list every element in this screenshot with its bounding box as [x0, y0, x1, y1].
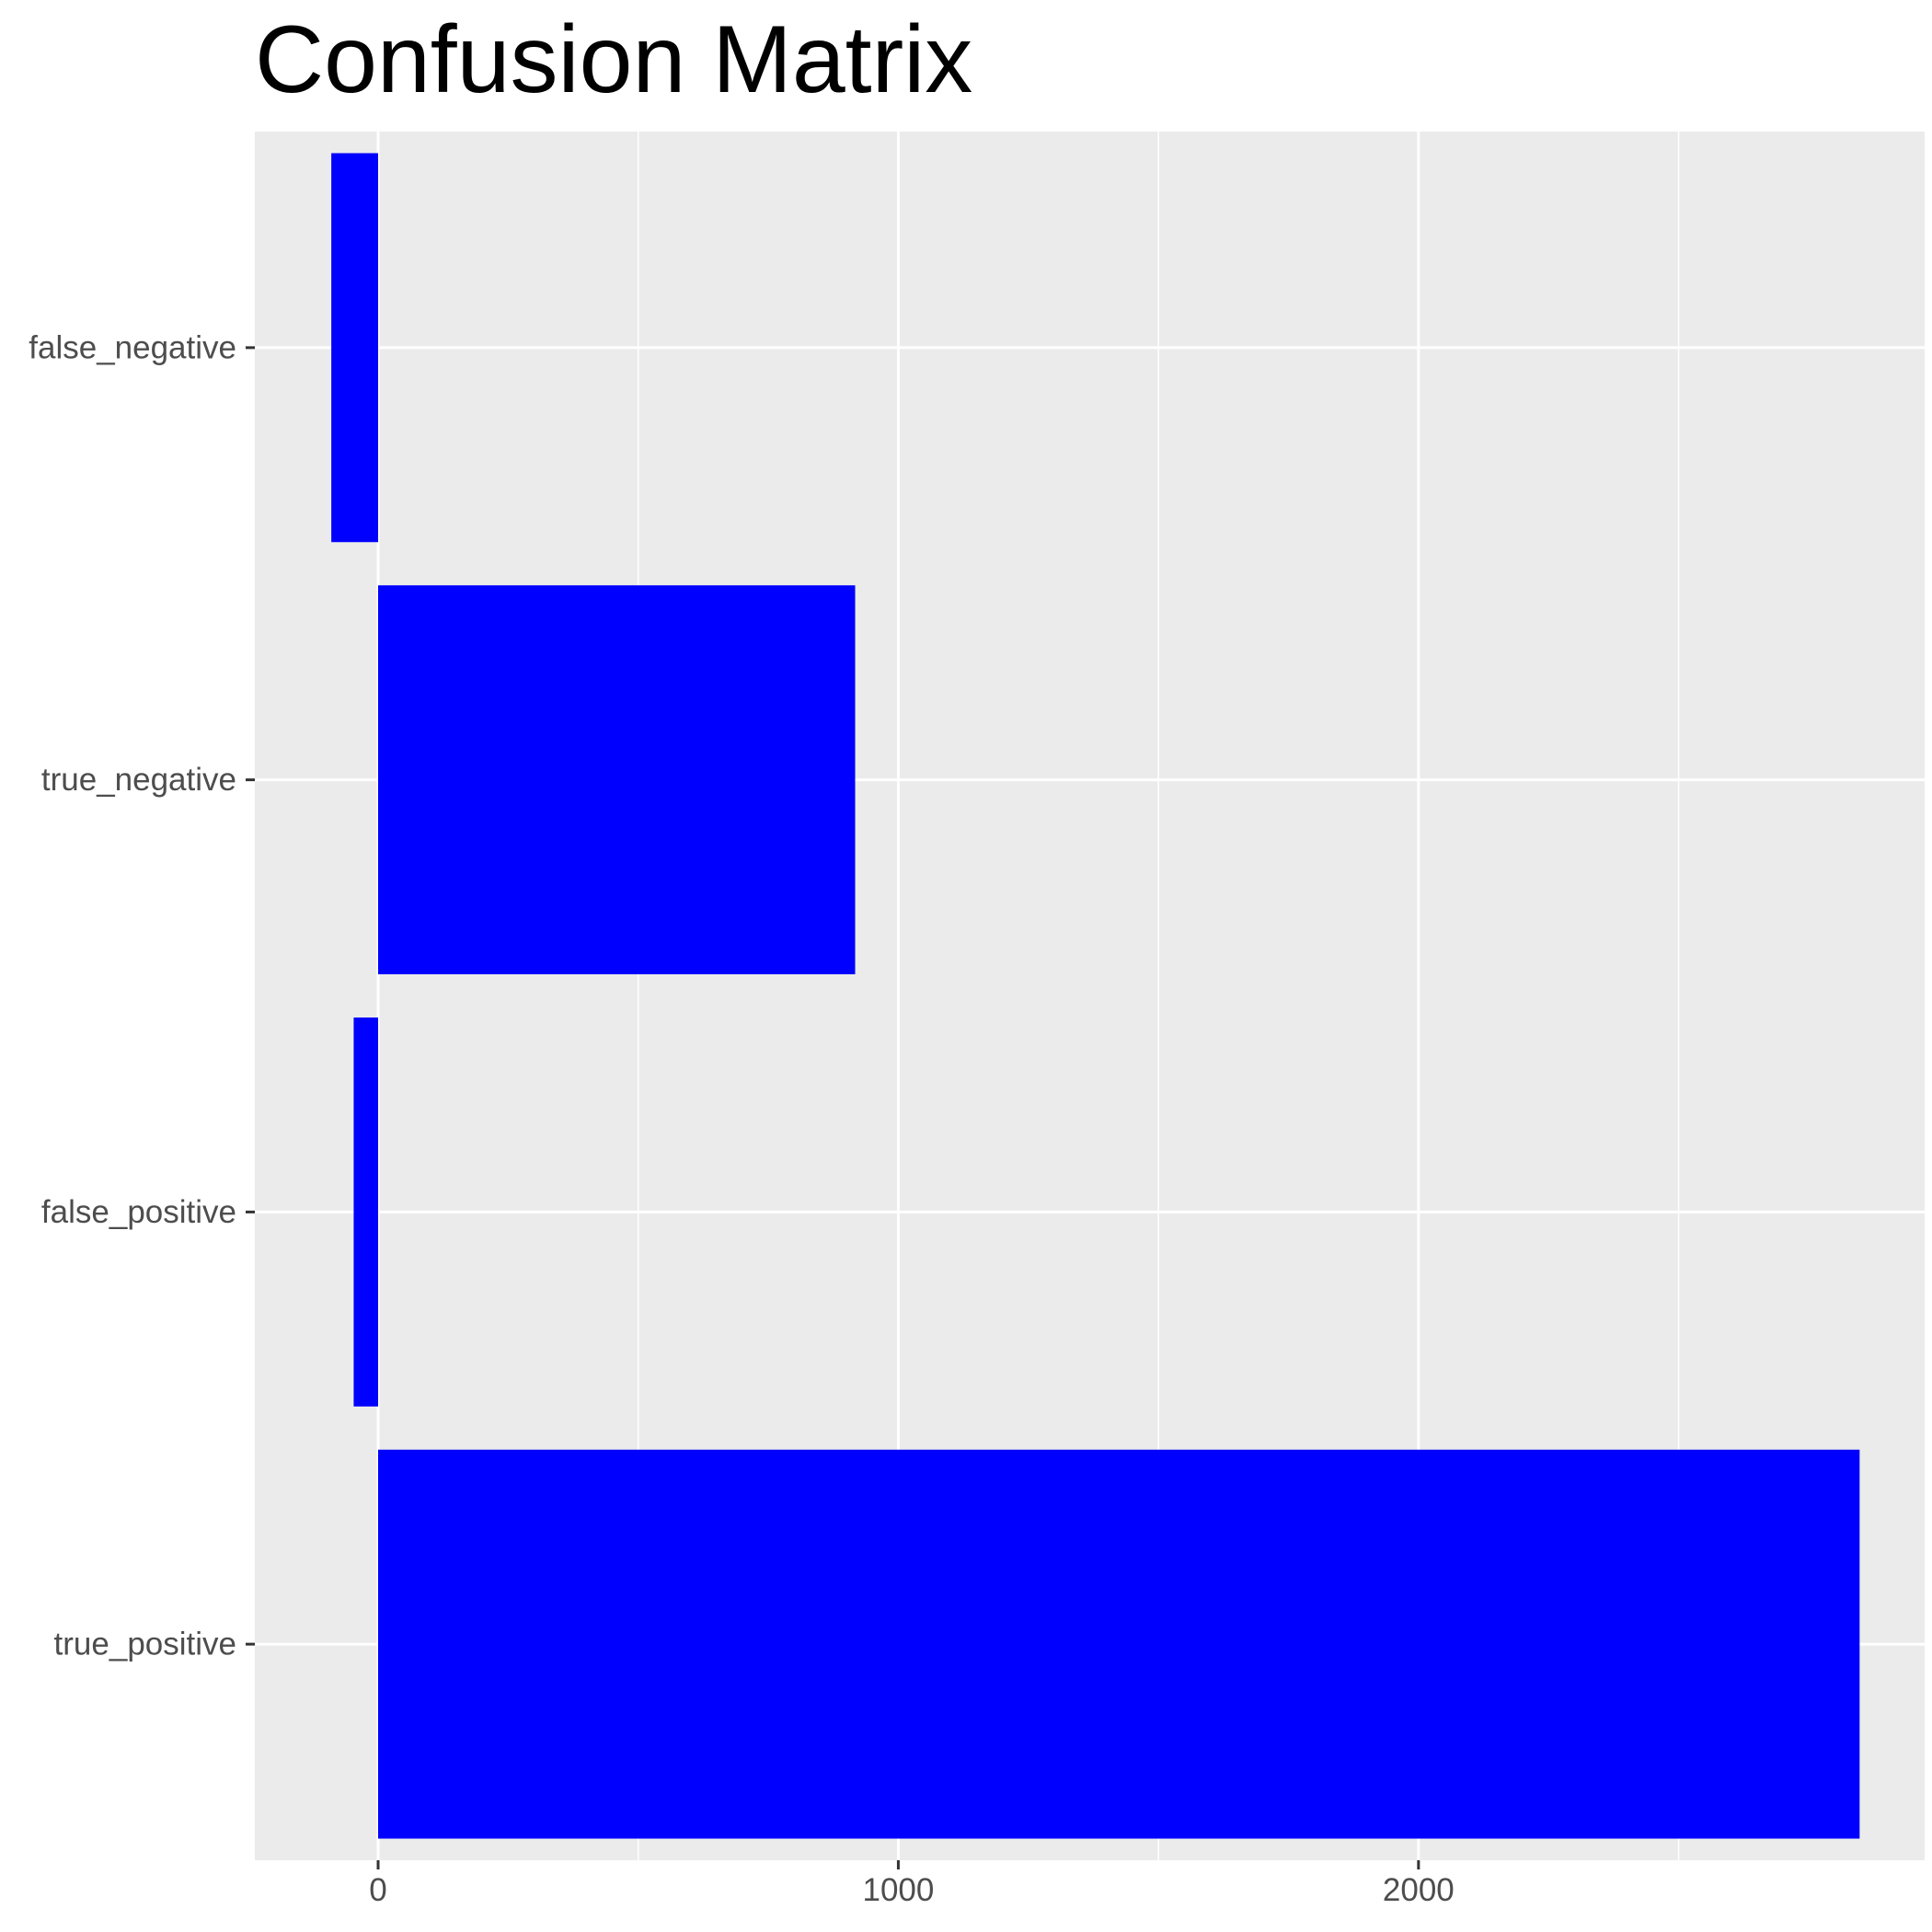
- x-tick-label: 0: [369, 1872, 386, 1908]
- x-axis: 0 1000 2000: [369, 1860, 1455, 1908]
- bars: [331, 153, 1860, 1839]
- chart-title: Confusion Matrix: [255, 6, 973, 113]
- y-axis: false_negative true_negative false_positiv…: [29, 329, 255, 1662]
- bar-false-negative: [331, 153, 379, 543]
- x-tick-label: 1000: [862, 1872, 934, 1908]
- y-tick-label: false_negative: [29, 329, 236, 365]
- bar-true-negative: [378, 585, 856, 975]
- y-tick-label: true_positive: [54, 1627, 236, 1662]
- y-tick-label: true_negative: [41, 762, 236, 798]
- bar-false-positive: [353, 1017, 379, 1407]
- bar-true-positive: [378, 1449, 1860, 1839]
- y-tick-label: false_positive: [41, 1194, 236, 1230]
- x-tick-label: 2000: [1383, 1872, 1455, 1908]
